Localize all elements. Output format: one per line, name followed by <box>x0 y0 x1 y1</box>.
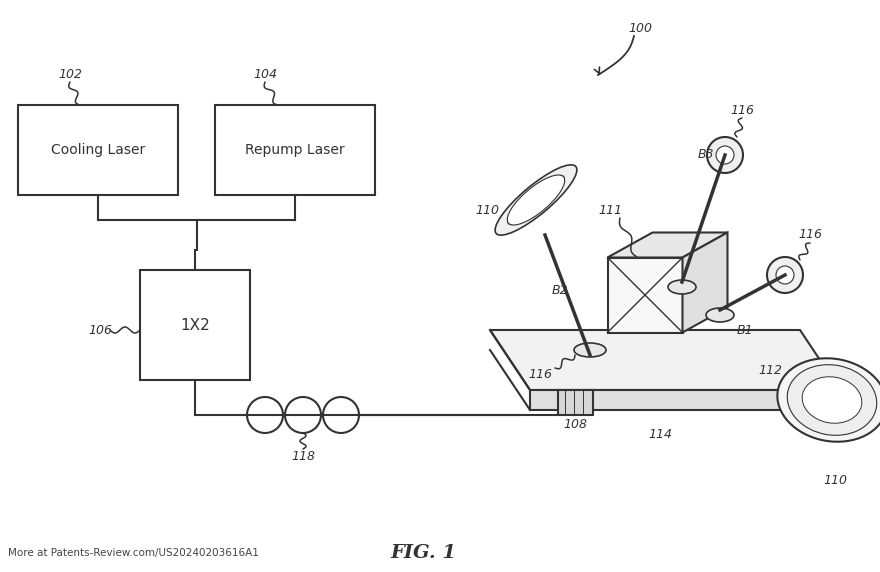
Ellipse shape <box>495 165 577 235</box>
Bar <box>18 105 178 195</box>
Text: 102: 102 <box>58 69 82 81</box>
Polygon shape <box>607 232 728 257</box>
Ellipse shape <box>706 308 734 322</box>
Text: B3: B3 <box>698 149 715 161</box>
Text: FIG. 1: FIG. 1 <box>390 544 456 562</box>
Ellipse shape <box>777 358 880 442</box>
Text: 106: 106 <box>88 324 112 336</box>
Ellipse shape <box>507 175 565 225</box>
Text: 116: 116 <box>798 228 822 241</box>
Circle shape <box>707 137 743 173</box>
Polygon shape <box>607 257 683 332</box>
Text: 100: 100 <box>628 22 652 34</box>
Text: 114: 114 <box>648 428 672 442</box>
Text: 118: 118 <box>291 450 315 463</box>
Text: Repump Laser: Repump Laser <box>246 143 345 157</box>
Text: 1X2: 1X2 <box>180 317 209 332</box>
Polygon shape <box>683 232 728 332</box>
Text: B1: B1 <box>737 324 753 336</box>
Text: 108: 108 <box>563 419 587 431</box>
Text: 110: 110 <box>823 474 847 487</box>
Polygon shape <box>490 330 840 390</box>
Circle shape <box>716 146 734 164</box>
Text: 112: 112 <box>758 363 782 376</box>
Circle shape <box>767 257 803 293</box>
Text: 116: 116 <box>528 368 552 382</box>
Text: 110: 110 <box>475 204 499 216</box>
Ellipse shape <box>803 377 862 423</box>
Text: Cooling Laser: Cooling Laser <box>51 143 145 157</box>
Ellipse shape <box>508 176 564 224</box>
Text: 116: 116 <box>730 104 754 117</box>
Ellipse shape <box>668 280 696 294</box>
Text: 111: 111 <box>598 204 622 216</box>
Text: More at Patents-Review.com/US20240203616A1: More at Patents-Review.com/US20240203616… <box>8 548 259 558</box>
Ellipse shape <box>788 365 876 435</box>
Bar <box>558 390 593 415</box>
Text: 104: 104 <box>253 69 277 81</box>
Ellipse shape <box>574 343 606 357</box>
Bar <box>215 105 375 195</box>
Polygon shape <box>530 390 840 410</box>
Circle shape <box>776 266 794 284</box>
Text: B2: B2 <box>552 284 568 296</box>
Bar <box>140 270 250 380</box>
